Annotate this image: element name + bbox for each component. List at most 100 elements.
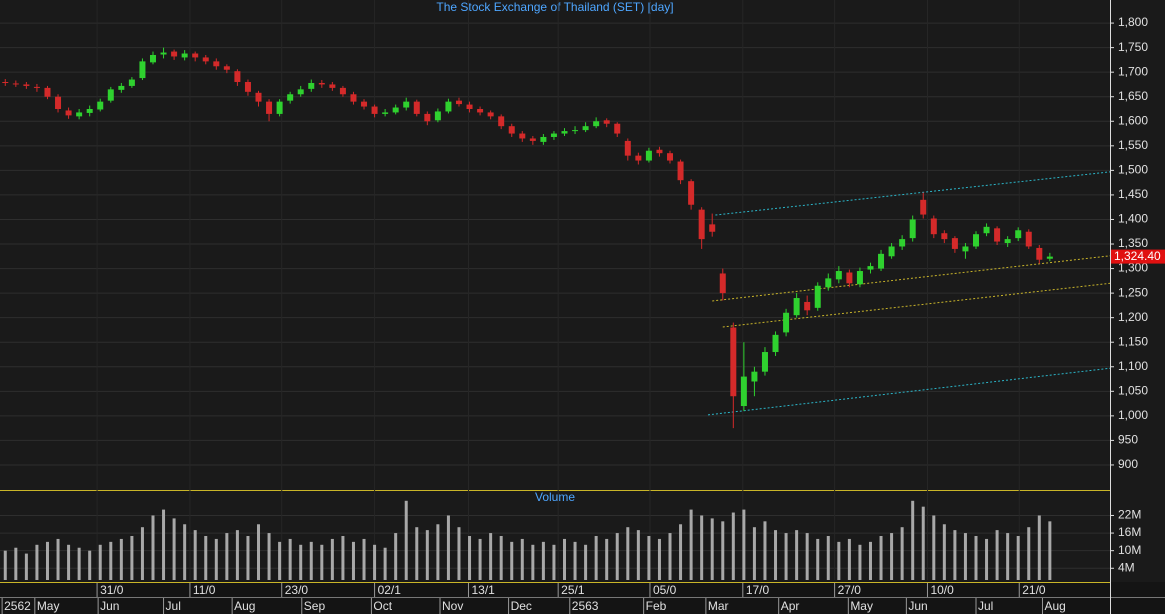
volume-bar [985,538,989,580]
volume-bar [784,533,788,580]
candle-body [160,52,167,55]
candle-body [107,89,114,101]
x-tick-label: 10/0 [930,583,954,597]
volume-bar [816,538,820,580]
volume-bar [24,553,28,580]
volume-bar [963,533,967,580]
y-tick-label: 1,500 [1118,163,1148,177]
volume-bar [689,509,693,580]
x-tick-label: 27/0 [838,583,862,597]
volume-bar [774,530,778,580]
volume-bar [88,550,92,580]
month-label: Feb [646,599,667,613]
volume-bar [1048,521,1052,580]
candle-body [308,82,315,89]
volume-bar [932,515,936,580]
volume-bar [1006,533,1010,580]
volume-bar [499,536,503,580]
volume-bar [795,530,799,580]
candle-body [65,110,72,116]
volume-bar [383,547,387,580]
volume-bar [752,527,756,580]
volume-bar [204,536,208,580]
volume-bar [288,538,292,580]
volume-tick-label: 22M [1118,508,1141,522]
candle-body [202,57,209,62]
candle-body [793,298,800,316]
volume-bar [246,536,250,580]
candle-body [698,209,705,240]
candle-body [972,234,979,247]
volume-bar [879,536,883,580]
month-label: Apr [781,599,800,613]
y-tick-label: 1,350 [1118,236,1148,250]
candle-body [318,82,325,85]
candle-body [667,153,674,161]
volume-bar [552,544,556,580]
candle-body [455,100,462,105]
candle-body [572,130,579,132]
candle-body [941,233,948,240]
candle-body [899,239,906,247]
volume-bar [942,524,946,580]
volume-bar [647,536,651,580]
candle-body [835,271,842,280]
volume-bar [299,544,303,580]
y-tick-label: 1,200 [1118,310,1148,324]
volume-bar [225,533,229,580]
y-tick-label: 1,100 [1118,359,1148,373]
volume-bar [679,524,683,580]
last-price-box [1111,249,1165,264]
candle-body [930,218,937,235]
candle-body [339,87,346,95]
candle-body [86,108,93,113]
volume-bar [890,533,894,580]
volume-bar [183,524,187,580]
month-label: Oct [373,599,392,613]
volume-bar [510,541,514,580]
month-label: Sep [304,599,326,613]
y-tick-label: 900 [1118,457,1138,471]
candle-body [424,113,431,122]
candle-body [878,253,885,269]
candle-body [1025,231,1032,247]
candle-body [213,61,220,67]
candle-body [55,96,62,109]
candle-body [761,352,768,372]
x-tick-label: 31/0 [100,583,124,597]
candle-body [234,71,241,82]
y-tick-label: 1,650 [1118,89,1148,103]
candle-body [540,136,547,142]
volume-bar [341,536,345,580]
volume-bar [214,538,218,580]
candle-body [181,53,188,58]
candle-body [139,61,146,79]
candle-body [550,133,557,137]
candle-body [392,107,399,113]
volume-bar [541,541,545,580]
candle-body [118,85,125,90]
candle-body [719,273,726,294]
trend-line [712,255,1111,302]
x-tick-label: 05/0 [653,583,677,597]
volume-bar [457,527,461,580]
candle-body [688,181,695,205]
volume-bar [404,500,408,580]
candle-body [76,112,83,117]
chart-title: The Stock Exchange of Thailand (SET) [da… [436,0,673,14]
volume-bar [868,541,872,580]
volume-tick-label: 16M [1118,525,1141,539]
candle-body [192,53,199,58]
volume-bar [35,544,39,580]
volume-bar [531,544,535,580]
volume-tick-label: 4M [1118,560,1135,574]
candle-body [171,51,178,57]
y-tick-label: 1,250 [1118,285,1148,299]
candle-body [740,376,747,407]
y-tick-label: 1,700 [1118,64,1148,78]
y-tick-label: 1,800 [1118,15,1148,29]
y-tick-label: 1,450 [1118,187,1148,201]
month-label: Jul [978,599,993,613]
volume-bar [320,544,324,580]
